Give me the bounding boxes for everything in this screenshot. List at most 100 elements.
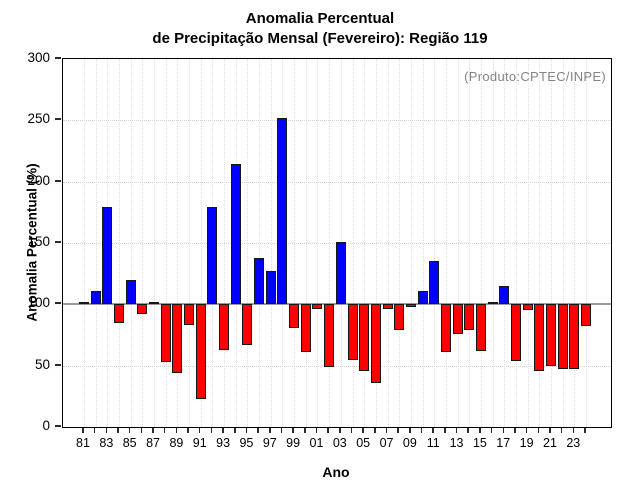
x-tick-label: 09 bbox=[402, 436, 417, 450]
x-tick-label: 21 bbox=[543, 436, 557, 450]
bar-2007 bbox=[382, 304, 393, 310]
product-annotation: (Produto:CPTEC/INPE) bbox=[464, 69, 606, 84]
x-tick-label: 91 bbox=[192, 436, 207, 450]
x-tick-label: 85 bbox=[122, 436, 137, 450]
x-tick bbox=[175, 428, 178, 433]
gridline-vertical bbox=[200, 59, 202, 427]
x-tick bbox=[467, 428, 469, 433]
gridline-vertical bbox=[224, 59, 226, 427]
gridline-vertical bbox=[492, 59, 494, 427]
x-tick bbox=[374, 428, 376, 433]
gridline-vertical bbox=[574, 59, 576, 427]
bar-2019 bbox=[522, 304, 533, 311]
x-tick bbox=[105, 428, 108, 433]
gridline-vertical bbox=[410, 59, 412, 427]
x-axis-label: Ano bbox=[322, 464, 350, 480]
gridline-vertical bbox=[387, 59, 389, 427]
x-tick-label: 93 bbox=[216, 436, 231, 450]
x-tick bbox=[93, 428, 96, 433]
gridline-vertical bbox=[550, 59, 552, 427]
chart-title-line2: de Precipitação Mensal (Fevereiro): Regi… bbox=[152, 30, 488, 47]
gridline-vertical bbox=[305, 59, 307, 427]
bar-1991 bbox=[195, 304, 206, 399]
x-tick bbox=[409, 428, 411, 433]
bar-1982 bbox=[90, 290, 101, 305]
y-tick bbox=[55, 363, 61, 366]
x-tick bbox=[140, 428, 143, 433]
gridline-vertical bbox=[364, 59, 366, 427]
x-tick bbox=[584, 428, 586, 433]
x-tick bbox=[455, 428, 458, 433]
x-tick bbox=[222, 428, 224, 433]
x-tick bbox=[549, 428, 551, 433]
gridline-vertical bbox=[352, 59, 354, 427]
y-tick-label: 150 bbox=[27, 234, 50, 249]
x-tick bbox=[257, 428, 259, 433]
bar-1987 bbox=[149, 301, 160, 305]
gridline-vertical bbox=[165, 59, 167, 427]
gridline-vertical bbox=[119, 59, 121, 427]
bar-2013 bbox=[452, 304, 463, 334]
x-tick bbox=[315, 428, 318, 433]
bar-2020 bbox=[534, 304, 545, 371]
x-tick bbox=[502, 428, 504, 433]
x-tick-label: 99 bbox=[286, 436, 301, 450]
bar-1999 bbox=[289, 304, 300, 328]
x-tick bbox=[444, 428, 446, 433]
x-tick bbox=[163, 428, 166, 433]
y-tick bbox=[55, 57, 61, 59]
gridline-vertical bbox=[317, 59, 319, 427]
x-tick bbox=[210, 428, 213, 433]
x-tick-label: 95 bbox=[239, 436, 254, 450]
gridline-vertical bbox=[585, 59, 587, 427]
y-tick bbox=[55, 425, 61, 427]
x-tick bbox=[245, 428, 248, 433]
x-tick-label: 97 bbox=[262, 436, 277, 450]
x-tick bbox=[350, 428, 353, 433]
x-tick-label: 11 bbox=[426, 436, 440, 450]
bar-2002 bbox=[324, 304, 335, 367]
x-tick-label: 01 bbox=[309, 436, 324, 450]
gridline-vertical bbox=[515, 59, 517, 427]
y-tick-label: 0 bbox=[42, 418, 50, 433]
x-tick bbox=[560, 428, 563, 433]
bar-1986 bbox=[137, 304, 148, 315]
x-tick bbox=[82, 428, 84, 433]
x-tick bbox=[432, 428, 434, 433]
gridline-vertical bbox=[504, 59, 506, 427]
x-tick-label: 89 bbox=[169, 436, 184, 450]
x-tick bbox=[479, 428, 481, 433]
gridline-vertical bbox=[434, 59, 436, 427]
bar-2003 bbox=[335, 241, 346, 305]
bar-1984 bbox=[114, 304, 125, 323]
chart-title: Anomalia Percentual de Precipitação Mens… bbox=[0, 9, 640, 49]
bar-1996 bbox=[254, 257, 265, 305]
bar-2004 bbox=[347, 304, 358, 360]
y-tick bbox=[55, 241, 61, 243]
bar-1985 bbox=[125, 279, 136, 305]
bar-2022 bbox=[557, 304, 568, 370]
chart-title-line1: Anomalia Percentual bbox=[245, 10, 395, 27]
x-tick-label: 23 bbox=[566, 436, 581, 450]
gridline-vertical bbox=[469, 59, 471, 427]
plot-area: (Produto:CPTEC/INPE) bbox=[62, 58, 612, 428]
bar-1997 bbox=[265, 271, 276, 305]
bar-1981 bbox=[79, 302, 89, 305]
x-tick bbox=[397, 428, 399, 433]
baseline-100-line bbox=[63, 303, 611, 306]
x-tick-label: 83 bbox=[99, 436, 114, 450]
x-tick-label: 07 bbox=[379, 436, 394, 450]
y-tick bbox=[55, 302, 61, 305]
x-tick bbox=[292, 428, 294, 433]
x-tick bbox=[362, 428, 364, 433]
bar-1990 bbox=[184, 304, 195, 326]
bar-2009 bbox=[405, 304, 416, 307]
bar-2024 bbox=[580, 304, 591, 327]
gridline-vertical bbox=[539, 59, 541, 427]
x-tick-label: 05 bbox=[356, 436, 371, 450]
bar-2018 bbox=[510, 304, 521, 361]
bar-2001 bbox=[312, 304, 323, 310]
x-tick bbox=[339, 428, 341, 433]
x-tick-label: 15 bbox=[472, 436, 487, 450]
